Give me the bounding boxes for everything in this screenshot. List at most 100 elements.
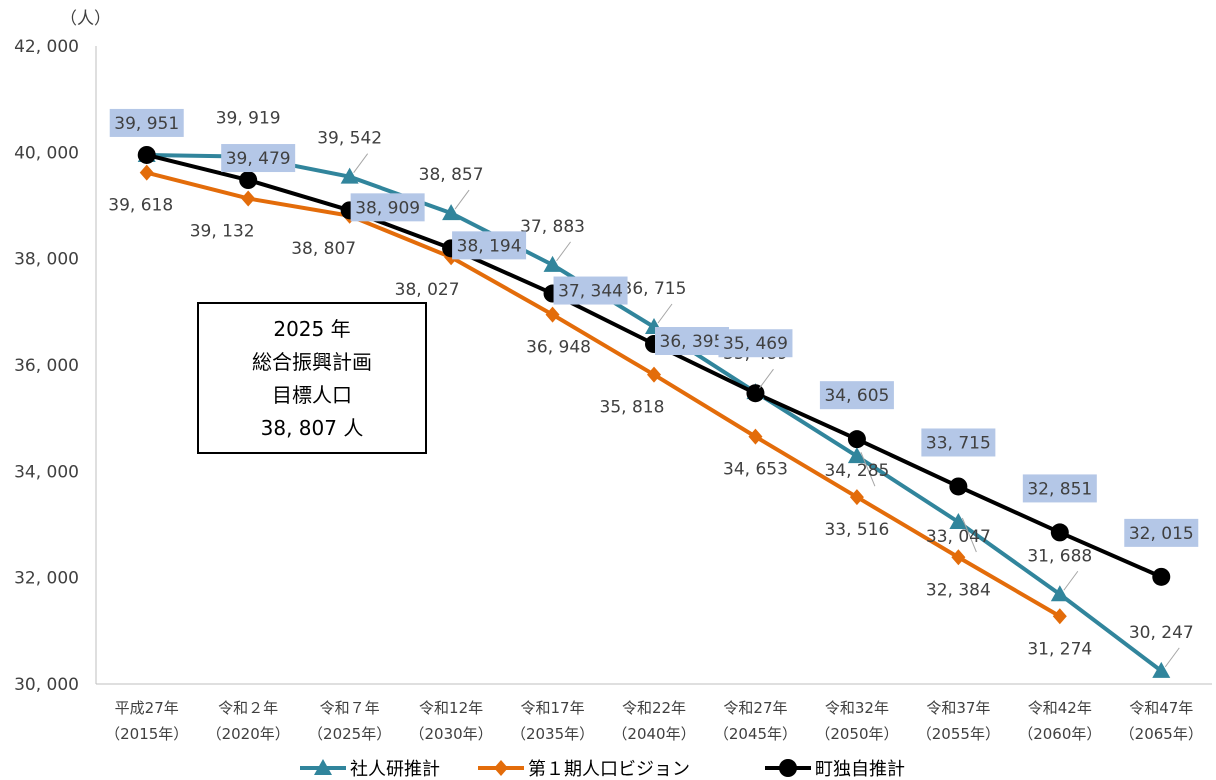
x-tick-sublabel: （2045年） — [714, 725, 797, 743]
label-highlight — [221, 144, 296, 173]
label-town: 38, 909 — [355, 198, 420, 218]
x-tick-sublabel: （2050年） — [815, 725, 898, 743]
legend-label: 社人研推計 — [350, 759, 440, 780]
x-tick-label: 令和47年 — [1129, 699, 1193, 717]
series-2-point — [949, 477, 968, 496]
label-town: 33, 715 — [926, 433, 991, 453]
series-line-1 — [146, 170, 1061, 618]
legend-marker — [314, 759, 332, 775]
label-highlight — [655, 326, 729, 355]
x-tick-sublabel: （2035年） — [511, 725, 594, 743]
series-2-point — [847, 430, 866, 449]
label-highlight — [350, 193, 425, 222]
series-2-point — [1050, 523, 1069, 542]
x-axis: 平成27年 （2015年） 令和２年 （2020年） 令和７年 （2025年） 令和12年 （… — [96, 683, 1212, 743]
y-tick-label: 34, 000 — [14, 462, 79, 482]
label-shajinken: 33, 047 — [926, 527, 991, 547]
series-1-point — [139, 164, 154, 181]
label-town: 39, 479 — [226, 149, 291, 169]
label-vision: 38, 027 — [395, 280, 460, 300]
x-tick-label: 令和27年 — [723, 699, 787, 717]
series-0-point — [847, 447, 866, 464]
label-vision: 39, 618 — [108, 196, 173, 216]
legend-marker — [779, 759, 797, 777]
annotation-frame — [197, 302, 427, 454]
label-shajinken: 36, 715 — [622, 279, 687, 299]
label-vision: 38, 807 — [291, 239, 356, 259]
label-town: 34, 605 — [824, 386, 889, 406]
label-shajinken: 31, 688 — [1027, 546, 1092, 566]
legend: 社人研推計 第１期人口ビジョン 町独自推計 — [300, 759, 905, 780]
series-markers — [137, 145, 1171, 678]
label-shajinken: 37, 883 — [520, 217, 585, 237]
annotation-line: 目標人口 — [272, 383, 352, 407]
x-tick-sublabel: （2025年） — [308, 725, 391, 743]
label-town: 37, 344 — [558, 282, 623, 302]
series-1-point — [545, 306, 560, 323]
label-vision: 32, 384 — [926, 580, 991, 600]
label-town: 36, 395 — [660, 332, 725, 352]
label-highlight — [921, 428, 996, 457]
y-tick-label: 30, 000 — [14, 675, 79, 695]
x-tick-label: 令和22年 — [622, 699, 686, 717]
y-tick-label: 40, 000 — [14, 143, 79, 163]
series-2-point — [1152, 567, 1171, 586]
series-1-point — [647, 366, 661, 383]
x-tick-sublabel: （2055年） — [917, 725, 1000, 743]
series-1-point — [849, 489, 864, 506]
annotation-line: 2025 年 — [273, 317, 350, 341]
label-vision: 39, 132 — [190, 221, 255, 241]
label-shajinken: 34, 285 — [824, 461, 889, 481]
label-town: 39, 951 — [114, 114, 179, 134]
label-vision: 36, 948 — [526, 338, 591, 358]
annotation-line: 38, 807 人 — [261, 416, 364, 440]
y-tick-label: 42, 000 — [14, 37, 79, 57]
x-tick-sublabel: （2065年） — [1120, 725, 1203, 743]
series-0-point — [340, 167, 359, 184]
series-0-point — [1152, 661, 1171, 678]
annotation-line: 総合振興計画 — [252, 350, 372, 374]
label-shajinken: 39, 919 — [216, 109, 281, 129]
series-2-point — [239, 171, 258, 190]
label-town: 32, 851 — [1027, 479, 1092, 499]
label-shajinken: 30, 247 — [1129, 623, 1194, 643]
series-1-point — [748, 428, 763, 445]
label-highlight — [109, 108, 184, 137]
series-2-point — [746, 384, 765, 403]
y-unit-label: （人） — [60, 9, 111, 29]
label-shajinken: 39, 542 — [317, 129, 382, 149]
x-tick-sublabel: （2020年） — [207, 725, 290, 743]
x-tick-label: 令和12年 — [419, 699, 483, 717]
x-tick-sublabel: （2040年） — [612, 725, 695, 743]
label-vision: 33, 516 — [824, 520, 889, 540]
y-axis: 30, 000 32, 000 34, 000 36, 000 38, 000 40, 0… — [14, 37, 97, 695]
series-1-point — [1052, 608, 1067, 625]
label-vision: 35, 818 — [600, 398, 665, 418]
y-tick-label: 32, 000 — [14, 569, 79, 589]
label-highlight — [1022, 474, 1097, 503]
label-highlight — [553, 276, 628, 305]
series-0-point — [543, 255, 562, 272]
series-1-point — [951, 549, 966, 566]
label-town: 35, 469 — [723, 334, 788, 354]
legend-marker — [494, 760, 508, 776]
legend-label: 第１期人口ビジョン — [528, 759, 690, 780]
label-vision: 31, 274 — [1027, 639, 1092, 659]
series-2-point — [137, 145, 156, 164]
data-labels: 39, 919 39, 542 38, 857 37, 883 36, 715 35, 4… — [108, 108, 1199, 668]
y-tick-label: 38, 000 — [14, 250, 79, 270]
series-0-point — [442, 204, 461, 221]
label-highlight — [819, 381, 894, 410]
label-highlight — [1124, 518, 1199, 547]
x-tick-sublabel: （2030年） — [409, 725, 492, 743]
x-tick-label: 令和37年 — [926, 699, 990, 717]
series-0-point — [949, 513, 968, 530]
label-town: 32, 015 — [1129, 524, 1194, 544]
x-tick-label: 令和42年 — [1028, 699, 1092, 717]
x-tick-label: 令和２年 — [218, 699, 278, 717]
x-tick-sublabel: （2060年） — [1018, 725, 1101, 743]
label-town: 38, 194 — [457, 236, 522, 256]
label-shajinken: 38, 857 — [419, 165, 484, 185]
